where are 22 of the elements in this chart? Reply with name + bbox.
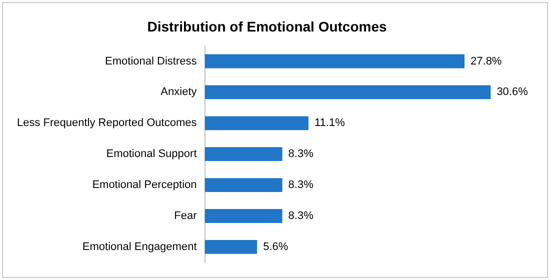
- bar: [204, 147, 282, 162]
- y-tick-label: Emotional Distress: [105, 55, 198, 68]
- data-label: 11.1%: [314, 117, 346, 130]
- data-label: 27.8%: [470, 55, 502, 68]
- y-tick-label: Anxiety: [160, 86, 198, 98]
- bar: [204, 240, 258, 254]
- bar: [204, 116, 308, 130]
- bar: [204, 209, 282, 223]
- y-tick-label: Fear: [174, 210, 198, 222]
- chart-title: Distribution of Emotional Outcomes: [147, 18, 387, 34]
- data-label: 8.3%: [288, 179, 314, 192]
- y-tick-label: Emotional Support: [106, 148, 197, 160]
- y-tick-label: Emotional Engagement: [82, 240, 197, 253]
- bar: [204, 178, 282, 192]
- data-label: 8.3%: [288, 210, 314, 222]
- bar: [204, 85, 491, 100]
- data-label: 5.6%: [263, 240, 288, 253]
- y-tick-label: Emotional Perception: [92, 179, 197, 192]
- data-label: 30.6%: [496, 86, 528, 98]
- data-label: 8.3%: [288, 148, 314, 160]
- y-tick-label: Less Frequently Reported Outcomes: [16, 117, 198, 130]
- bar: [204, 54, 465, 68]
